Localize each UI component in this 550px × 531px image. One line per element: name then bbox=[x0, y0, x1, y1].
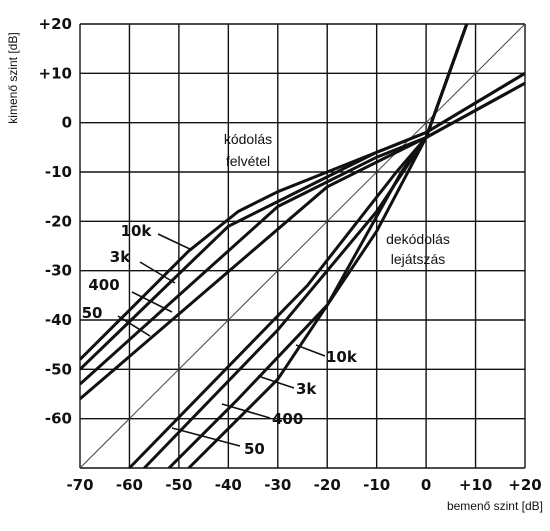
y-tick-label: 0 bbox=[62, 114, 72, 132]
curves bbox=[80, 24, 525, 468]
curve-labels: 10k 3k 400 50 10k 3k 400 50 bbox=[82, 222, 358, 458]
y-tick-label: -60 bbox=[45, 410, 72, 428]
x-tick-label: -30 bbox=[264, 476, 291, 494]
leader-encode-400 bbox=[131, 291, 173, 313]
y-tick-label: -50 bbox=[45, 360, 72, 378]
x-axis-ticks: -70 -60 -50 -40 -30 -20 -10 0 +10 +20 bbox=[66, 476, 541, 494]
x-tick-label: 0 bbox=[421, 476, 431, 494]
curve-encode-50 bbox=[80, 81, 525, 401]
y-tick-label: +20 bbox=[39, 15, 72, 33]
label-leaders bbox=[117, 233, 326, 447]
label-encode-50: 50 bbox=[82, 304, 103, 322]
leader-decode-10k bbox=[295, 344, 326, 357]
leader-encode-10k bbox=[157, 233, 193, 251]
annotation-decode-bottom: lejátszás bbox=[391, 251, 445, 267]
annotation-decode-top: dekódolás bbox=[386, 231, 450, 247]
x-tick-label: -70 bbox=[66, 476, 93, 494]
x-tick-label: -40 bbox=[215, 476, 242, 494]
y-axis-title: kimenő szint [dB] bbox=[6, 32, 20, 123]
leader-encode-3k bbox=[139, 261, 176, 284]
curve-encode-3k bbox=[80, 72, 525, 371]
leader-decode-50 bbox=[171, 427, 241, 447]
label-decode-50: 50 bbox=[244, 440, 265, 458]
leader-encode-50 bbox=[117, 315, 151, 337]
curve-encode-10k bbox=[80, 72, 525, 361]
x-tick-label: -60 bbox=[116, 476, 143, 494]
y-tick-label: -20 bbox=[45, 212, 72, 230]
y-tick-label: +10 bbox=[39, 64, 72, 82]
label-decode-10k: 10k bbox=[326, 348, 358, 366]
y-tick-label: -30 bbox=[45, 262, 72, 280]
y-axis-ticks: +20 +10 0 -10 -20 -30 -40 -50 -60 bbox=[39, 15, 72, 428]
label-encode-10k: 10k bbox=[121, 222, 153, 240]
label-decode-3k: 3k bbox=[296, 380, 317, 398]
leader-decode-400 bbox=[221, 403, 271, 419]
label-encode-400: 400 bbox=[88, 276, 119, 294]
x-tick-label: -20 bbox=[314, 476, 341, 494]
unity-reference-line bbox=[79, 23, 526, 469]
x-tick-label: +10 bbox=[459, 476, 492, 494]
annotation-encode-top: kódolás bbox=[224, 131, 272, 147]
curve-decode-50 bbox=[128, 24, 469, 468]
x-tick-label: +20 bbox=[508, 476, 541, 494]
leader-decode-3k bbox=[257, 375, 295, 389]
x-tick-label: -50 bbox=[165, 476, 192, 494]
x-tick-label: -10 bbox=[363, 476, 390, 494]
y-tick-label: -40 bbox=[45, 311, 72, 329]
label-decode-400: 400 bbox=[272, 410, 303, 428]
annotation-encode-bottom: felvétel bbox=[226, 153, 270, 169]
y-tick-label: -10 bbox=[45, 163, 72, 181]
grid bbox=[79, 23, 526, 469]
label-encode-3k: 3k bbox=[110, 248, 131, 266]
x-axis-title: bemenő szint [dB] bbox=[447, 499, 543, 513]
reference-diagonal bbox=[79, 23, 526, 469]
